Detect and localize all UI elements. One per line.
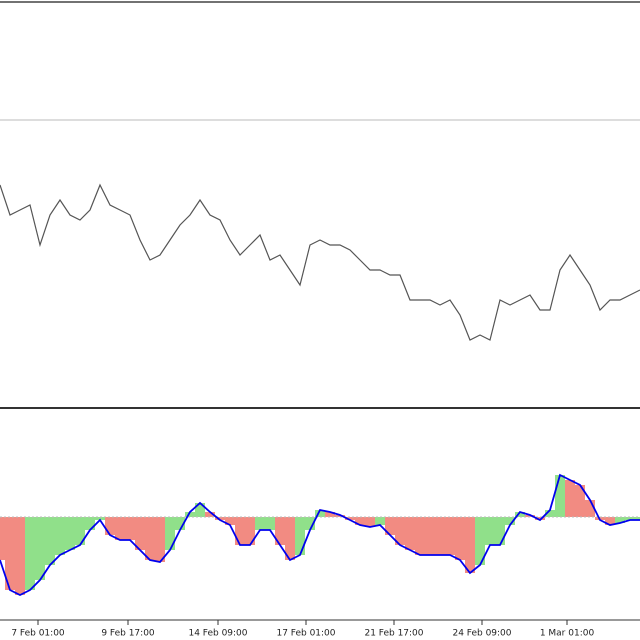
histogram-bar	[125, 517, 135, 540]
histogram-bar	[395, 517, 405, 545]
histogram-bar	[545, 510, 555, 517]
histogram-bar	[35, 517, 45, 580]
histogram-bar	[255, 517, 265, 530]
price-line	[0, 183, 640, 341]
histogram-bar	[0, 517, 5, 560]
histogram-bar	[155, 517, 165, 562]
histogram-bar	[435, 517, 445, 555]
histogram-bar	[485, 517, 495, 545]
histogram-bar	[145, 517, 155, 560]
histogram-bar	[275, 517, 285, 545]
histogram-bar	[605, 517, 615, 525]
histogram-bar	[265, 517, 275, 530]
x-tick-label: 17 Feb 01:00	[276, 629, 335, 639]
histogram-bar	[425, 517, 435, 555]
histogram-bar	[225, 517, 235, 525]
histogram-bar	[575, 485, 585, 517]
histogram-bar	[245, 517, 255, 545]
histogram-bar	[505, 517, 515, 525]
histogram-bar	[175, 517, 185, 530]
histogram-bar	[135, 517, 145, 550]
histogram-bar	[475, 517, 485, 565]
x-tick-label: 14 Feb 09:00	[188, 629, 247, 639]
x-tick-label: 9 Feb 17:00	[101, 629, 155, 639]
histogram-bar	[535, 517, 545, 520]
histogram-bar	[45, 517, 55, 565]
histogram-bar	[495, 517, 505, 545]
histogram-bar	[615, 517, 625, 523]
histogram-bar	[565, 480, 575, 517]
histogram-bar	[95, 517, 105, 520]
histogram-bar	[405, 517, 415, 550]
histogram-bar	[5, 517, 15, 590]
histogram-bar	[585, 500, 595, 517]
x-tick-label: 21 Feb 17:00	[364, 629, 423, 639]
histogram-bar	[285, 517, 295, 560]
histogram-bar	[215, 517, 225, 520]
histogram-bar	[185, 512, 195, 517]
histogram-bar	[205, 512, 215, 517]
histogram-bar	[65, 517, 75, 550]
histogram-bar	[195, 503, 205, 517]
histogram-bar	[465, 517, 475, 573]
histogram-bar	[355, 517, 365, 525]
histogram-bar	[105, 517, 115, 535]
histogram-bar	[305, 517, 315, 530]
histogram-bar	[165, 517, 175, 550]
histogram-bar	[415, 517, 425, 555]
histogram-bar	[315, 510, 325, 517]
x-tick-label: 7 Feb 01:00	[11, 629, 65, 639]
histogram-bar	[85, 517, 95, 530]
histogram-bar	[325, 512, 335, 517]
histogram-bar	[55, 517, 65, 555]
histogram-bar	[235, 517, 245, 545]
histogram-bar	[15, 517, 25, 595]
x-tick-label: 24 Feb 09:00	[452, 629, 511, 639]
histogram-bar	[345, 517, 355, 520]
histogram-bar	[515, 512, 525, 517]
histogram-bar	[385, 517, 395, 535]
histogram-bar	[555, 475, 565, 517]
histogram-bar	[365, 517, 375, 527]
histogram-bar	[75, 517, 85, 545]
histogram-bar	[455, 517, 465, 560]
histogram-bar	[625, 517, 635, 520]
signal-line	[0, 473, 640, 597]
histogram-bar	[115, 517, 125, 540]
histogram-bar	[295, 517, 305, 555]
x-tick-label: 1 Mar 01:00	[540, 629, 595, 639]
histogram-bar	[25, 517, 35, 590]
histogram-bar	[445, 517, 455, 555]
histogram-bar	[635, 517, 640, 520]
histogram-bar	[375, 517, 385, 525]
